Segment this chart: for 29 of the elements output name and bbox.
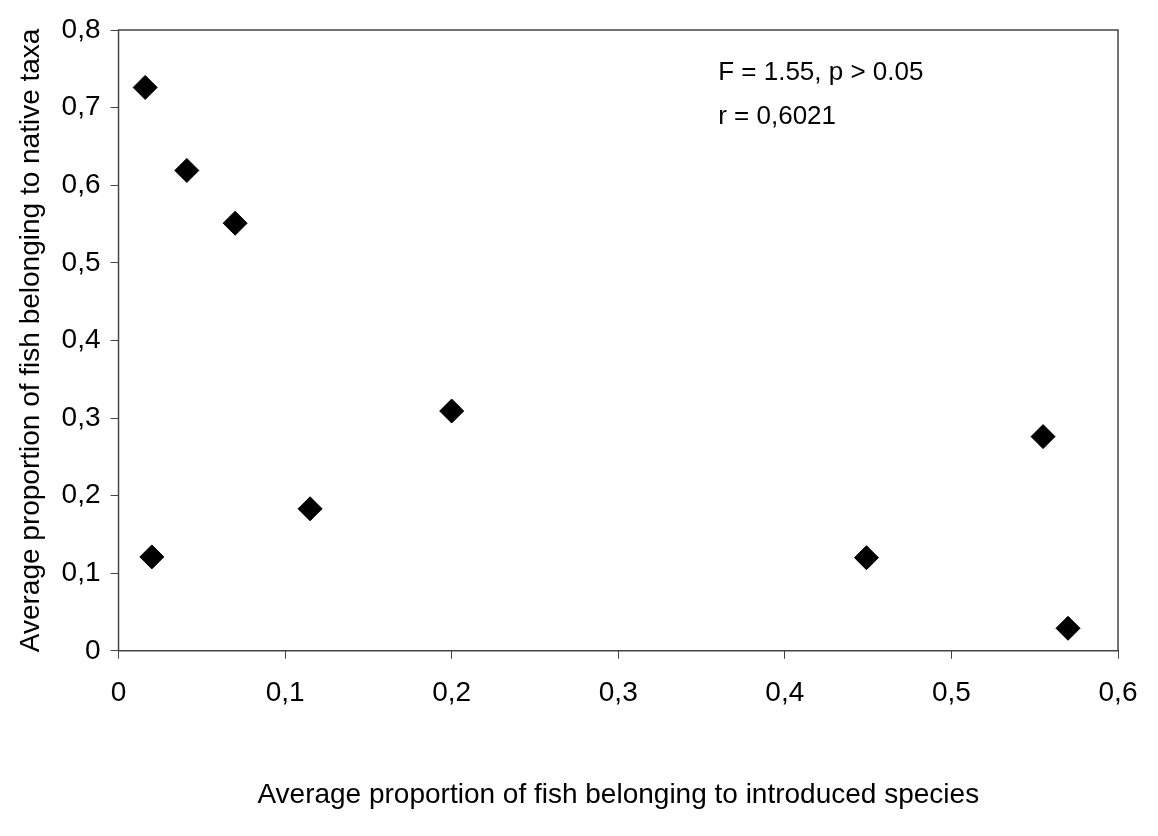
y-tick-label: 0,4 xyxy=(61,323,101,355)
y-tick-label: 0,8 xyxy=(61,12,101,44)
point xyxy=(132,74,158,100)
point xyxy=(439,398,465,424)
point xyxy=(297,496,323,522)
point xyxy=(1030,424,1056,450)
x-tick-label: 0,2 xyxy=(432,676,472,708)
x-tick-label: 0 xyxy=(110,676,127,708)
y-tick-label: 0,7 xyxy=(61,90,101,122)
annotation: r = 0,6021 xyxy=(718,100,837,130)
y-tick-label: 0,2 xyxy=(61,478,101,510)
point xyxy=(222,210,248,236)
y-tick-label: 0,5 xyxy=(61,245,101,277)
x-tick-label: 0,5 xyxy=(931,676,971,708)
point xyxy=(174,157,200,183)
x-axis-title: Average proportion of fish belonging to introduced species xyxy=(257,777,980,809)
x-tick-label: 0,1 xyxy=(265,676,305,708)
x-tick-label: 0,3 xyxy=(598,676,638,708)
point xyxy=(853,545,879,571)
point xyxy=(1055,615,1081,641)
x-tick-label: 0,4 xyxy=(765,676,805,708)
y-tick-label: 0,1 xyxy=(61,555,101,587)
y-tick-label: 0,6 xyxy=(61,167,101,199)
y-tick-label: 0,3 xyxy=(61,400,101,432)
point xyxy=(139,544,165,570)
y-axis-title: Average proportion of fish belonging to native taxa xyxy=(13,28,45,653)
annotation: F = 1.55, p > 0.05 xyxy=(718,56,924,86)
y-tick-label: 0 xyxy=(84,633,101,665)
x-tick-label: 0,6 xyxy=(1098,676,1138,708)
